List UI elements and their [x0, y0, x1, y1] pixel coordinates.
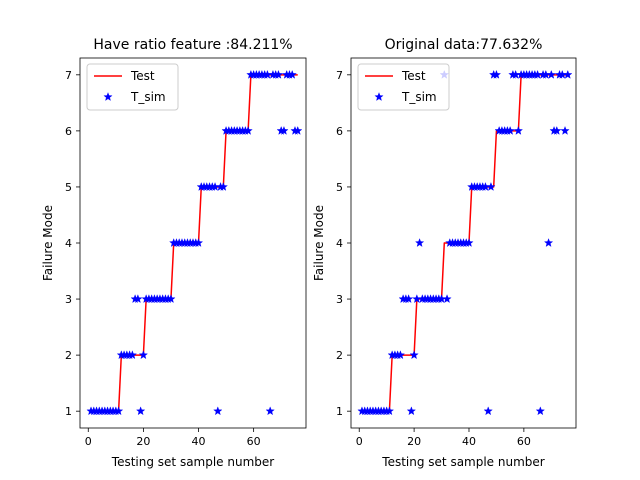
- t-sim-point: [293, 126, 303, 135]
- legend-label-t-sim: T_sim: [401, 90, 437, 104]
- t-sim-point: [193, 238, 204, 247]
- t-sim-point: [483, 406, 493, 416]
- t-sim-point: [563, 69, 573, 79]
- t-sim-point: [273, 69, 284, 79]
- t-sim-point: [546, 69, 556, 79]
- t-sim-point: [138, 350, 149, 360]
- y-tick-label: 6: [336, 125, 343, 138]
- t-sim-point: [414, 238, 425, 247]
- y-tick-label: 1: [65, 405, 72, 418]
- t-sim-point: [218, 182, 228, 191]
- y-tick-label: 2: [65, 349, 72, 362]
- t-sim-point: [486, 182, 496, 191]
- t-sim-point: [395, 350, 406, 360]
- t-sim-point: [535, 406, 545, 416]
- x-tick-label: 60: [517, 435, 531, 448]
- t-sim-point: [287, 69, 297, 79]
- y-tick-label: 3: [336, 293, 343, 306]
- legend-label-test: Test: [130, 69, 155, 83]
- x-axis-label: Testing set sample number: [381, 455, 545, 469]
- y-tick-label: 4: [65, 237, 72, 250]
- x-tick-label: 0: [85, 435, 92, 448]
- y-tick-label: 6: [65, 125, 72, 138]
- legend: Test T_sim: [86, 63, 179, 111]
- x-tick-label: 40: [462, 435, 476, 448]
- y-tick-label: 5: [65, 181, 72, 194]
- y-axis-label: Failure Mode: [312, 205, 326, 281]
- chart-panel-left: Have ratio feature :84.211% 0 20 40 60 1 2 3 4 5 6…: [41, 37, 307, 469]
- t-sim-point: [543, 238, 554, 247]
- t-sim-point: [113, 406, 124, 416]
- y-tick-label: 2: [336, 349, 343, 362]
- t-sim-point: [560, 126, 570, 135]
- chart-panel-right: Original data:77.632% 0 20 40 60 1 2 3 4 5 6 7 Testi…: [312, 37, 577, 469]
- chart-title: Have ratio feature :84.211%: [93, 37, 292, 53]
- t-sim-point: [403, 294, 414, 304]
- t-sim-point: [505, 126, 515, 135]
- t-sim-point: [384, 406, 395, 416]
- x-tick-label: 20: [136, 435, 150, 448]
- t-sim-point: [243, 126, 253, 135]
- t-sim-point: [135, 406, 146, 416]
- x-tick-label: 0: [356, 435, 363, 448]
- x-axis-label: Testing set sample number: [111, 455, 275, 469]
- y-axis-label: Failure Mode: [41, 205, 55, 281]
- t-sim-point: [406, 406, 417, 416]
- t-sim-point: [213, 406, 223, 416]
- plot-area: [357, 69, 573, 416]
- legend-star-swatch: [103, 92, 113, 101]
- t-sim-point: [464, 238, 474, 247]
- t-sim-point: [133, 294, 143, 304]
- y-tick-label: 1: [336, 405, 343, 418]
- axes-frame: [79, 57, 307, 429]
- y-tick-label: 3: [65, 293, 72, 306]
- t-sim-point: [127, 350, 138, 360]
- t-sim-point: [442, 294, 452, 304]
- t-sim-point: [552, 126, 562, 135]
- t-sim-point: [513, 126, 524, 135]
- x-tick-label: 60: [247, 435, 261, 448]
- legend-label-test: Test: [401, 69, 426, 83]
- t-sim-point: [166, 294, 176, 304]
- t-sim-point: [409, 350, 419, 360]
- legend: Test T_sim: [357, 63, 450, 111]
- y-tick-label: 7: [336, 69, 343, 82]
- t-sim-point: [279, 126, 289, 135]
- legend-label-t-sim: T_sim: [130, 90, 166, 104]
- y-tick-label: 4: [336, 237, 343, 250]
- plot-area: [86, 69, 303, 416]
- legend-star-swatch: [374, 92, 384, 101]
- t-sim-point: [265, 406, 275, 416]
- t-sim-point: [491, 69, 502, 79]
- chart-title: Original data:77.632%: [385, 37, 543, 53]
- axes-frame: [350, 57, 577, 429]
- x-tick-label: 40: [192, 435, 206, 448]
- y-tick-label: 7: [65, 69, 72, 82]
- x-tick-label: 20: [407, 435, 421, 448]
- y-tick-label: 5: [336, 181, 343, 194]
